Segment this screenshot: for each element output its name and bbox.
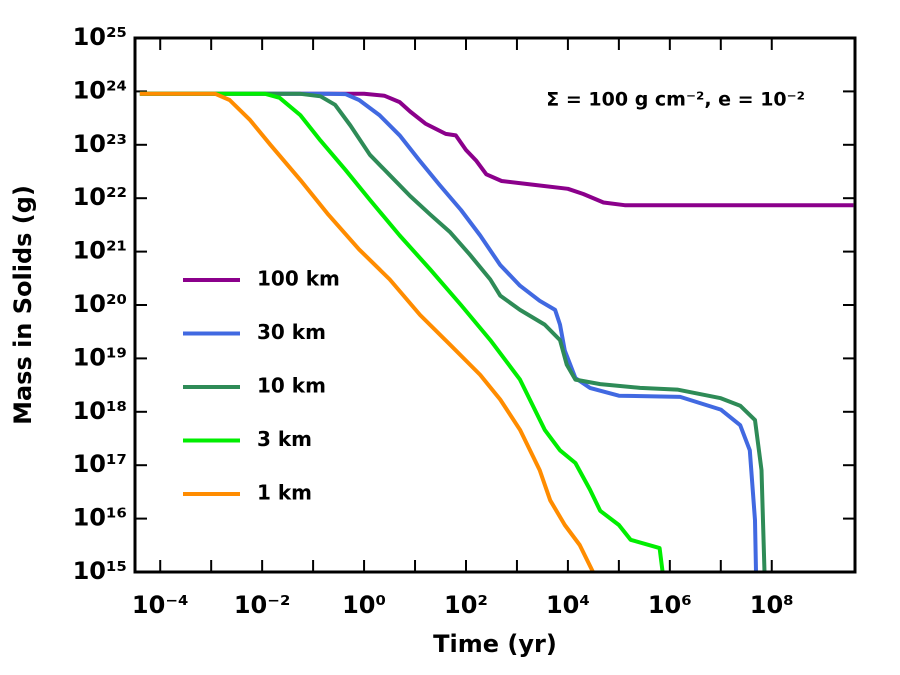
- series-line: [139, 91, 767, 572]
- y-tick-label: 10¹⁹: [73, 343, 127, 371]
- legend-label: 1 km: [257, 481, 312, 505]
- y-tick-label: 10¹⁸: [73, 397, 127, 425]
- y-tick-label: 10¹⁵: [73, 557, 127, 585]
- ticks: [135, 37, 855, 573]
- labels: 10⁻⁴ 10⁻² 10⁰ 10² 10⁴ 10⁶ 10⁸ 10¹⁵ 10¹⁶ 10¹⁷ 10¹⁸ 1…: [73, 23, 794, 619]
- legend-label: 100 km: [257, 267, 340, 291]
- y-tick-label: 10²¹: [73, 237, 127, 265]
- series-line: [139, 91, 758, 572]
- x-tick-label: 10⁸: [750, 591, 794, 619]
- y-axis-label: Mass in Solids (g): [9, 185, 37, 425]
- x-tick-label: 10²: [444, 591, 488, 619]
- y-tick-label: 10²²: [73, 183, 127, 211]
- legend-label: 10 km: [257, 374, 326, 398]
- x-tick-label: 10⁴: [546, 591, 590, 619]
- series-line: [139, 91, 665, 572]
- x-tick-label: 10⁻⁴: [132, 591, 189, 619]
- x-tick-label: 10⁶: [648, 591, 692, 619]
- plot-area: [139, 91, 854, 572]
- y-tick-label: 10¹⁶: [73, 504, 127, 532]
- plot-frame: [133, 36, 857, 574]
- legend-label: 30 km: [257, 320, 326, 344]
- x-tick-label: 10⁰: [342, 591, 386, 619]
- x-tick-label: 10⁻²: [234, 591, 291, 619]
- series-line: [139, 91, 854, 208]
- series-line: [139, 91, 595, 572]
- y-tick-label: 10²³: [73, 130, 127, 158]
- legend: 100 km 30 km 10 km 3 km 1 km: [183, 267, 340, 505]
- y-tick-label: 10²⁵: [73, 23, 127, 51]
- x-axis-label: Time (yr): [433, 630, 557, 658]
- legend-label: 3 km: [257, 427, 312, 451]
- y-tick-label: 10²⁴: [73, 76, 127, 104]
- annotation: Σ = 100 g cm⁻², e = 10⁻²: [546, 89, 805, 111]
- y-tick-label: 10¹⁷: [73, 450, 127, 478]
- y-tick-label: 10²⁰: [73, 290, 127, 318]
